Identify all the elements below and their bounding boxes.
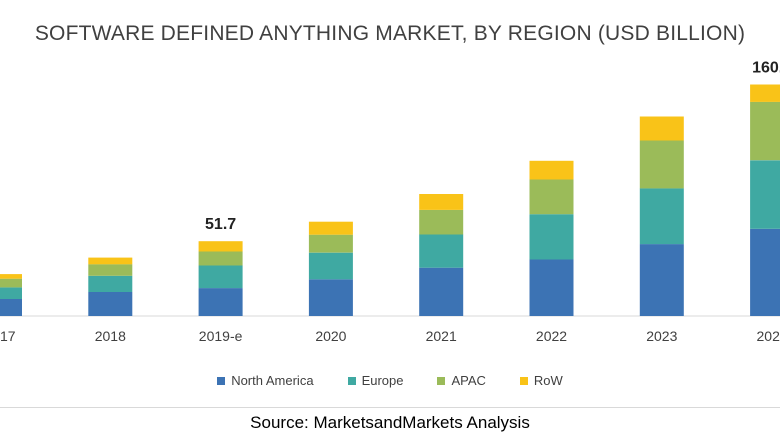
bar-apac-2024 bbox=[750, 101, 780, 161]
source-caption: Source: MarketsandMarkets Analysis bbox=[250, 413, 530, 432]
legend-item-apac: APAC bbox=[437, 373, 486, 388]
bar-apac-2017 bbox=[0, 278, 22, 288]
bar-apac-2023 bbox=[639, 140, 684, 189]
x-tick-label-2017: 2017 bbox=[0, 328, 16, 344]
bar-north-america-2020 bbox=[308, 279, 353, 316]
bar-north-america-2023 bbox=[639, 244, 684, 316]
bar-europe-2024 bbox=[750, 160, 780, 229]
bar-apac-2021 bbox=[419, 209, 464, 235]
legend-swatch-row bbox=[519, 376, 528, 385]
x-tick-label-2021: 2021 bbox=[426, 328, 457, 344]
bar-europe-2019-e bbox=[198, 265, 243, 289]
bar-row-2024 bbox=[750, 84, 780, 102]
legend-item-north-america: North America bbox=[217, 373, 314, 388]
bar-europe-2018 bbox=[88, 275, 133, 292]
legend-label-apac: APAC bbox=[451, 373, 486, 388]
bar-europe-2023 bbox=[639, 188, 684, 245]
legend: North America Europe APAC RoW bbox=[0, 373, 780, 388]
stacked-bar-chart: 2017 2018 2019-e 2020 2021 2022 2023 2024 51.7 1… bbox=[0, 60, 780, 344]
data-label-2024: 160.1 bbox=[752, 60, 780, 77]
legend-label-north-america: North America bbox=[231, 373, 314, 388]
bar-north-america-2024 bbox=[750, 228, 780, 316]
bar-row-2017 bbox=[0, 274, 22, 279]
bar-apac-2020 bbox=[308, 234, 353, 253]
bar-europe-2020 bbox=[308, 252, 353, 280]
chart-title: SOFTWARE DEFINED ANYTHING MARKET, BY REG… bbox=[34, 22, 746, 45]
bar-north-america-2019-e bbox=[198, 288, 243, 316]
x-tick-label-2022: 2022 bbox=[536, 328, 567, 344]
legend-swatch-europe bbox=[347, 376, 356, 385]
data-label-2019-e: 51.7 bbox=[205, 216, 236, 233]
x-tick-label-2024: 2024 bbox=[757, 328, 780, 344]
bar-north-america-2017 bbox=[0, 298, 22, 316]
bar-europe-2021 bbox=[419, 234, 464, 268]
bar-apac-2018 bbox=[88, 264, 133, 276]
legend-swatch-apac bbox=[437, 376, 446, 385]
x-tick-label-2019-e: 2019-e bbox=[199, 328, 243, 344]
legend-item-europe: Europe bbox=[347, 373, 404, 388]
bar-row-2019-e bbox=[198, 241, 243, 252]
legend-item-row: RoW bbox=[519, 373, 563, 388]
legend-label-row: RoW bbox=[533, 373, 563, 388]
separator-line bbox=[0, 407, 780, 408]
x-tick-label-2020: 2020 bbox=[315, 328, 346, 344]
x-tick-label-2018: 2018 bbox=[95, 328, 126, 344]
bar-row-2018 bbox=[88, 257, 133, 265]
bar-apac-2022 bbox=[529, 179, 574, 215]
bar-north-america-2021 bbox=[419, 267, 464, 316]
bar-north-america-2018 bbox=[88, 292, 133, 316]
bar-north-america-2022 bbox=[529, 259, 574, 316]
bar-row-2022 bbox=[529, 160, 574, 180]
bar-row-2021 bbox=[419, 194, 464, 210]
bar-apac-2019-e bbox=[198, 251, 243, 266]
bar-europe-2017 bbox=[0, 287, 22, 299]
x-tick-label-2023: 2023 bbox=[646, 328, 677, 344]
bar-row-2020 bbox=[308, 221, 353, 235]
legend-label-europe: Europe bbox=[361, 373, 404, 388]
legend-swatch-north-america bbox=[217, 376, 226, 385]
bar-row-2023 bbox=[639, 116, 684, 141]
bar-europe-2022 bbox=[529, 214, 574, 260]
